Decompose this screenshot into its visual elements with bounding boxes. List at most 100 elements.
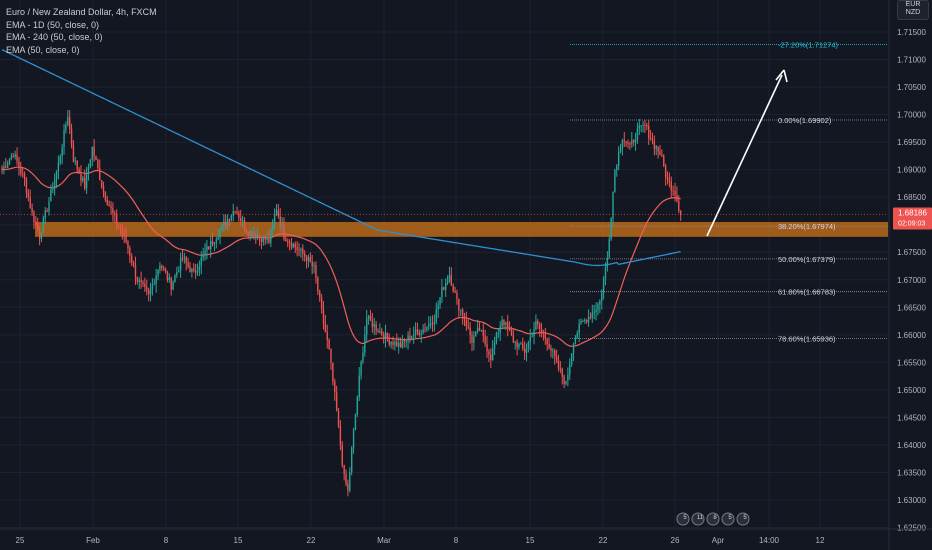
candle-body (151, 284, 154, 290)
candle-body (631, 140, 633, 144)
time-tick-label: 25 (16, 536, 25, 545)
candle-body (313, 265, 315, 267)
candle-body (275, 210, 278, 216)
candle-body (531, 336, 533, 338)
candle-body (52, 188, 54, 190)
candle-body (25, 179, 28, 193)
candle-body (76, 160, 78, 170)
time-tick-label: 26 (671, 536, 680, 545)
currency-badge[interactable]: EUR NZD (897, 0, 929, 20)
candle-body (570, 353, 573, 365)
currency-base: EUR (905, 1, 921, 8)
price-tick-label: 1.64000 (897, 441, 926, 450)
candle-body (452, 285, 454, 292)
candle-body (377, 330, 379, 332)
candle-body (84, 177, 86, 189)
candle-body (565, 380, 567, 384)
candle-body (461, 309, 464, 317)
candle-body (619, 148, 622, 153)
price-tick-label: 1.67000 (897, 276, 926, 285)
candle-body (420, 333, 422, 335)
candle-body (3, 166, 5, 170)
candle-body (540, 329, 543, 332)
candle-body (172, 281, 174, 290)
candle-body (529, 336, 531, 342)
candle-body (523, 348, 526, 353)
candle-body (463, 316, 466, 320)
price-tick-label: 1.64500 (897, 413, 926, 422)
symbol-title[interactable]: Euro / New Zealand Dollar, 4h, FXCM (6, 7, 157, 17)
indicator-ema-240[interactable]: EMA - 240 (50, close, 0) (6, 32, 103, 42)
candle-body (74, 160, 77, 162)
candle-body (473, 336, 475, 343)
candle-body (211, 241, 214, 245)
indicator-ema-1d[interactable]: EMA - 1D (50, close, 0) (6, 19, 100, 30)
candle-body (55, 171, 58, 180)
time-axis: 25 Feb 8 15 22 Mar 8 15 22 26 Apr 14:00 12 (0, 528, 932, 545)
candle-body (14, 154, 16, 157)
candle-body (444, 283, 447, 291)
price-tick-label: 1.67500 (897, 248, 926, 257)
candle-body (623, 140, 625, 142)
candle-body (112, 208, 114, 214)
candle-body (655, 146, 657, 149)
candle-body (597, 304, 599, 310)
candle-body (322, 309, 325, 324)
event-marker (706, 512, 720, 526)
candle-body (99, 168, 101, 181)
price-tick-label: 1.65500 (897, 358, 926, 367)
candle-body (240, 217, 242, 222)
candle-body (651, 139, 654, 142)
candle-body (663, 156, 665, 167)
candle-body (418, 331, 421, 335)
candle-body (390, 342, 392, 345)
candle-body (46, 210, 48, 212)
candle-body (569, 364, 571, 375)
candle-body (490, 354, 492, 361)
candle-body (381, 330, 383, 335)
candle-body (484, 335, 486, 344)
candle-body (20, 167, 22, 174)
candle-body (67, 116, 69, 125)
candle-body (674, 191, 676, 196)
candle-body (538, 324, 541, 330)
candle-body (433, 322, 436, 325)
candle-body (149, 289, 152, 295)
candle-body (61, 147, 63, 157)
candle-body (294, 244, 296, 248)
candle-body (638, 125, 641, 129)
candle-body (443, 287, 445, 291)
candle-body (255, 234, 257, 239)
candle-body (100, 180, 103, 187)
last-price-tag (893, 207, 932, 230)
candle-body (360, 361, 362, 376)
indicator-ema-50[interactable]: EMA (50, close, 0) (6, 44, 80, 55)
candle-body (670, 181, 672, 191)
candle-body (666, 176, 669, 180)
candle-body (217, 237, 219, 240)
candle-body (495, 333, 498, 344)
candle-body (552, 350, 554, 352)
candle-body (471, 334, 473, 343)
candle-body (183, 257, 186, 259)
candle-body (678, 200, 680, 211)
candle-body (642, 124, 644, 126)
candle-body (416, 329, 419, 332)
candle-body (518, 343, 520, 348)
candle-body (138, 280, 140, 282)
candle-body (5, 166, 7, 168)
candle-body (467, 326, 469, 328)
candle-body (493, 343, 496, 349)
candle-body (550, 348, 552, 351)
candle-body (424, 329, 426, 331)
candle-body (557, 359, 560, 369)
candle-body (629, 143, 631, 145)
candle-body (273, 215, 276, 223)
price-tick-label: 1.63500 (897, 468, 926, 477)
candle-body (174, 275, 176, 282)
candle-body (251, 230, 253, 237)
candle-body (491, 348, 494, 361)
candle-body (644, 124, 646, 126)
candle-body (170, 277, 172, 290)
